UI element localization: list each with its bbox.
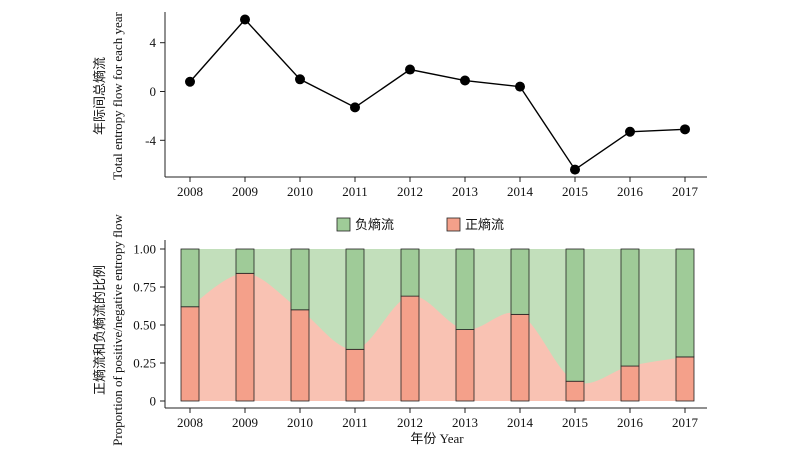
bottom-x-tick-label: 2011 (342, 415, 368, 430)
bottom-x-ticks: 2008 2009 2010 2011 2012 2013 2014 2015 2016 2017 (177, 408, 699, 430)
bottom-ylabel-en: Proportion of positive/negative entropy … (110, 213, 125, 445)
top-x-tick-label: 2016 (617, 184, 644, 199)
top-data-point (625, 126, 635, 137)
top-x-tick-label: 2010 (287, 184, 313, 199)
bar-positive (290, 309, 310, 402)
bottom-x-tick-label: 2015 (562, 415, 588, 430)
bottom-y-tick-label: 1.00 (133, 242, 156, 257)
bottom-x-tick-label: 2012 (397, 415, 423, 430)
bar-negative (510, 248, 530, 315)
bottom-x-tick-label: 2010 (287, 415, 313, 430)
bar-positive (455, 329, 475, 402)
legend-label-negative: 负熵流 (355, 217, 394, 232)
top-line-marks (185, 14, 690, 175)
bar-positive (345, 348, 365, 402)
bar-negative (235, 248, 255, 274)
bar-positive (565, 380, 585, 402)
bar-negative (565, 248, 585, 382)
bar-negative (345, 248, 365, 350)
legend-swatch-positive (446, 217, 461, 232)
top-x-tick-label: 2012 (397, 184, 423, 199)
bottom-y-tick-label: 0.50 (133, 318, 156, 333)
top-x-tick-label: 2011 (342, 184, 368, 199)
top-x-ticks: 2008 2009 2010 2011 2012 2013 2014 2015 2016 2017 (177, 177, 699, 199)
top-x-tick-label: 2009 (232, 184, 258, 199)
top-x-tick-label: 2015 (562, 184, 588, 199)
bottom-bars (180, 248, 695, 402)
top-x-tick-label: 2017 (672, 184, 699, 199)
bar-negative (675, 248, 695, 358)
top-x-tick-label: 2014 (507, 184, 534, 199)
legend-swatch-negative (336, 217, 351, 232)
top-data-point (350, 102, 360, 113)
bar-positive (620, 365, 640, 402)
bar-negative (400, 248, 420, 297)
bottom-x-tick-label: 2016 (617, 415, 644, 430)
bottom-x-tick-label: 2017 (672, 415, 699, 430)
top-y-ticks: 4 0 -4 (145, 35, 165, 148)
bottom-x-tick-label: 2014 (507, 415, 534, 430)
top-data-point (240, 14, 250, 25)
bar-negative (290, 248, 310, 311)
top-data-point (680, 124, 690, 135)
bottom-y-ticks: 0 0.25 0.50 0.75 1.00 (133, 242, 165, 409)
bottom-x-tick-label: 2008 (177, 415, 203, 430)
top-ylabel-cn: 年际间总熵流 (92, 57, 107, 135)
legend: 负熵流 正熵流 (336, 217, 504, 232)
top-x-tick-label: 2008 (177, 184, 203, 199)
bar-positive (510, 313, 530, 402)
bottom-x-tick-label: 2009 (232, 415, 258, 430)
top-data-point (515, 81, 525, 92)
legend-label-positive: 正熵流 (465, 217, 504, 232)
bottom-ylabel-cn: 正熵流和负熵流的比例 (92, 265, 107, 395)
bar-positive (180, 306, 200, 402)
bar-negative (620, 248, 640, 367)
bottom-y-tick-label: 0.25 (133, 356, 156, 371)
top-y-tick-label: 4 (150, 35, 157, 50)
bottom-stacked-bar-chart: 00.250.500.751.00 2008 2009 2010 2011 2012 20… (92, 213, 707, 446)
top-y-tick-label: 0 (150, 84, 157, 99)
bar-positive (675, 356, 695, 402)
bottom-y-tick-label: 0 (150, 394, 157, 409)
bottom-x-tick-label: 2013 (452, 415, 478, 430)
bottom-area-fill (190, 249, 685, 401)
top-y-tick-label: -4 (145, 133, 156, 148)
top-data-point (405, 64, 415, 75)
top-x-tick-label: 2013 (452, 184, 478, 199)
top-data-point (570, 164, 580, 175)
top-data-point (295, 74, 305, 85)
top-line-chart: 4 0 -4 2008 2009 2010 2011 2012 2013 2014 2015 201… (92, 12, 707, 199)
positive-area (190, 273, 685, 401)
bar-negative (180, 248, 200, 308)
top-data-point (185, 76, 195, 87)
bottom-y-tick-label: 0.75 (133, 280, 156, 295)
top-ylabel-en: Total entropy flow for each year (110, 12, 125, 180)
bar-positive (235, 272, 255, 402)
bar-positive (400, 295, 420, 402)
bottom-xlabel: 年份 Year (410, 431, 464, 446)
top-data-point (460, 75, 470, 86)
bar-negative (455, 248, 475, 330)
top-series-line (189, 18, 686, 171)
